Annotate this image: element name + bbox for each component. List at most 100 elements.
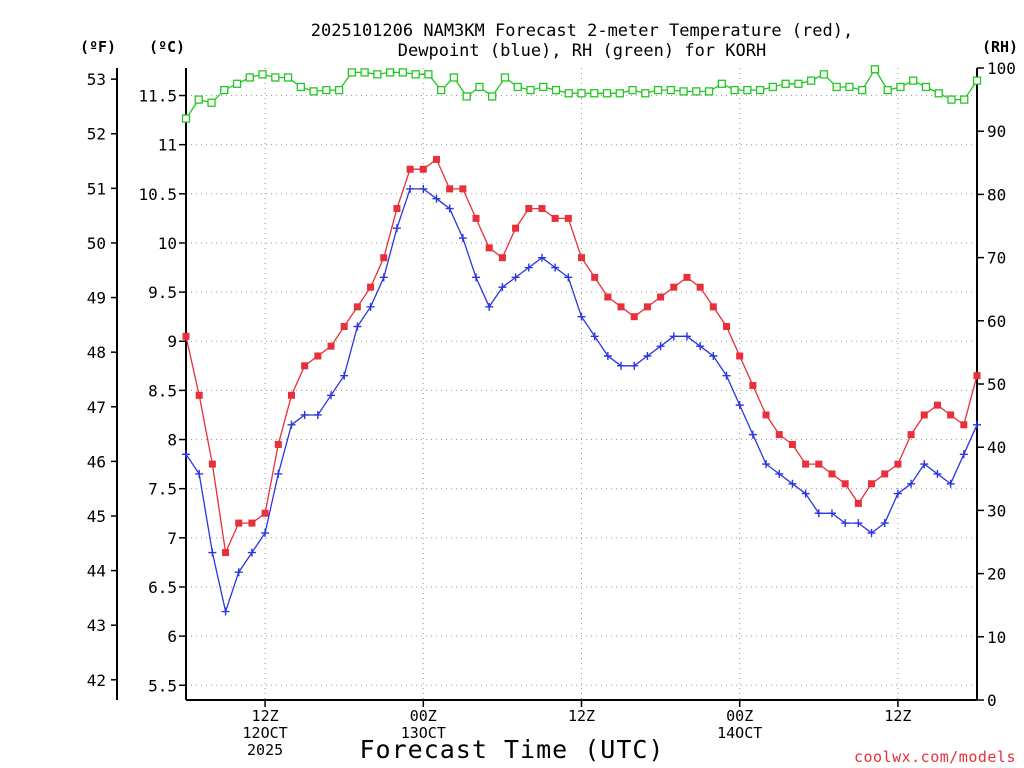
rh-point xyxy=(296,82,305,92)
fahrenheit-tick-label: 47 xyxy=(87,398,106,417)
temperature-point xyxy=(894,460,902,468)
celsius-tick-label: 11 xyxy=(158,136,177,155)
rh-tick-label: 40 xyxy=(987,438,1006,457)
temperature-point xyxy=(380,254,388,262)
rh-axis: 0 10 20 30 40 50 60 70 80 90 100 xyxy=(977,59,1016,710)
rh-point xyxy=(258,70,267,79)
rh-point xyxy=(934,89,943,98)
rh-point xyxy=(488,92,497,101)
rh-point xyxy=(334,85,344,95)
temperature-point xyxy=(973,372,981,380)
dewpoint-point xyxy=(551,263,560,272)
temperature-point xyxy=(775,431,783,439)
rh-point xyxy=(615,89,624,98)
rh-point xyxy=(449,73,459,82)
dewpoint-point xyxy=(880,519,889,528)
rh-point xyxy=(411,70,420,79)
dewpoint-point xyxy=(617,361,626,370)
rh-point xyxy=(564,89,573,98)
celsius-tick-label: 7 xyxy=(167,529,177,548)
temperature-point xyxy=(195,391,203,399)
dewpoint-point xyxy=(603,351,612,360)
temperature-point xyxy=(222,549,230,557)
dewpoint-point xyxy=(182,450,190,459)
celsius-tick-label: 10 xyxy=(158,234,177,253)
dewpoint-point xyxy=(195,469,204,478)
rh-point xyxy=(398,68,408,77)
dewpoint-point xyxy=(722,371,731,380)
dewpoint-point xyxy=(709,351,718,360)
celsius-tick-label: 8.5 xyxy=(148,381,177,400)
temperature-point xyxy=(340,323,348,331)
temperature-point xyxy=(828,470,836,478)
rh-point xyxy=(526,85,535,95)
temperature-point xyxy=(498,254,506,262)
time-tick-label: 13OCT xyxy=(401,724,446,742)
temperature-point xyxy=(723,323,731,331)
temperature-point xyxy=(393,205,401,213)
dewpoint-point xyxy=(274,469,283,478)
dewpoint-point xyxy=(511,273,520,282)
celsius-unit-label: (ºC) xyxy=(149,38,185,56)
temperature-point xyxy=(485,244,493,252)
temperature-point xyxy=(868,480,876,488)
temperature-point xyxy=(841,480,849,488)
temperature-point xyxy=(367,283,375,291)
dewpoint-point xyxy=(946,479,955,488)
rh-point xyxy=(730,85,739,95)
rh-point xyxy=(653,85,663,95)
celsius-tick-label: 9 xyxy=(167,332,177,351)
time-tick-label: 00Z xyxy=(726,707,753,725)
dewpoint-point xyxy=(973,420,981,429)
dewpoint-point xyxy=(643,351,652,360)
fahrenheit-tick-label: 51 xyxy=(87,179,106,198)
dewpoint-point xyxy=(788,479,797,488)
dewpoint-point xyxy=(353,322,362,331)
celsius-tick-label: 9.5 xyxy=(148,283,177,302)
celsius-tick-label: 7.5 xyxy=(148,480,177,499)
dewpoint-point xyxy=(287,420,296,429)
rh-point xyxy=(883,85,892,95)
rh-point xyxy=(232,79,242,88)
rh-point xyxy=(909,76,918,85)
dewpoint-point xyxy=(498,283,507,292)
celsius-tick-label: 6 xyxy=(167,627,177,646)
rh-point xyxy=(679,87,688,96)
rh-point xyxy=(309,87,318,96)
temperature-point xyxy=(578,254,585,262)
temperature-point xyxy=(920,411,928,419)
fahrenheit-tick-label: 45 xyxy=(87,507,106,526)
dewpoint-point xyxy=(814,509,823,518)
temperature-point xyxy=(643,303,651,311)
rh-point xyxy=(245,73,254,82)
temperature-point xyxy=(591,273,599,281)
rh-point xyxy=(181,114,191,123)
rh-point xyxy=(704,87,714,96)
dewpoint-point xyxy=(577,312,586,321)
grid xyxy=(186,68,977,700)
temperature-point xyxy=(327,342,335,350)
rh-tick-label: 60 xyxy=(987,312,1006,331)
rh-point xyxy=(220,85,229,95)
temperature-point xyxy=(670,283,678,291)
dewpoint-point xyxy=(682,332,691,341)
rh-tick-label: 10 xyxy=(987,628,1006,647)
temperature-point xyxy=(353,303,361,311)
rh-point xyxy=(283,73,293,82)
temperature-point xyxy=(551,214,559,222)
rh-point xyxy=(947,95,956,104)
rh-point xyxy=(194,95,203,104)
time-tick-label: 12Z xyxy=(252,707,279,725)
dewpoint-point xyxy=(537,253,546,262)
dewpoint-point xyxy=(801,489,810,498)
rh-point xyxy=(462,92,471,101)
rh-point xyxy=(602,89,612,98)
dewpoint-point xyxy=(419,184,428,193)
temperature-point xyxy=(472,214,480,222)
dewpoint-point xyxy=(261,528,270,537)
temperature-point xyxy=(933,401,941,409)
series-layer xyxy=(181,65,982,616)
fahrenheit-tick-label: 49 xyxy=(87,289,106,308)
